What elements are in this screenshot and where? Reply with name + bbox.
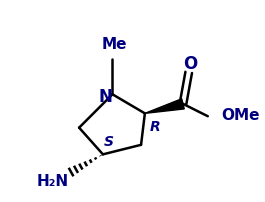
Polygon shape [145,99,184,114]
Text: O: O [183,55,198,73]
Text: R: R [150,119,161,133]
Text: H₂N: H₂N [36,173,68,188]
Text: S: S [104,134,114,148]
Text: Me: Me [101,37,127,52]
Text: N: N [99,88,113,106]
Text: OMe: OMe [221,107,260,122]
